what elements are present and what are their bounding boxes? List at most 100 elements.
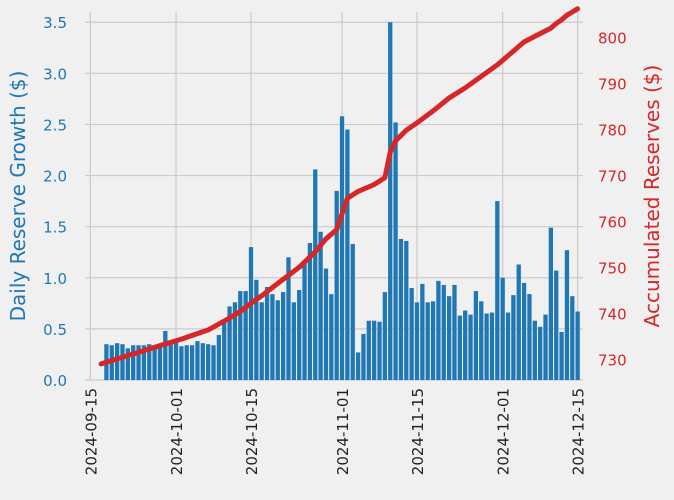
- bar: [248, 247, 254, 380]
- right-y-tick-label: 760: [598, 213, 627, 231]
- bar: [339, 116, 345, 381]
- bar: [189, 345, 195, 380]
- bar: [361, 334, 366, 380]
- left-y-tick-label: 1.0: [43, 270, 67, 288]
- bar: [554, 270, 559, 380]
- x-tick-label: 2024-11-01: [334, 388, 352, 475]
- bar: [463, 310, 468, 380]
- bar: [179, 346, 184, 380]
- bar: [409, 288, 414, 380]
- bar: [425, 302, 430, 380]
- bar: [430, 301, 436, 380]
- bar: [280, 292, 286, 380]
- bar: [441, 284, 446, 380]
- bar: [313, 169, 318, 380]
- bar: [222, 320, 227, 380]
- bar: [270, 294, 275, 380]
- bar: [388, 22, 393, 380]
- x-tick-label: 2024-10-01: [168, 388, 186, 475]
- bar-series: [104, 22, 580, 381]
- bar: [500, 277, 505, 380]
- bar: [206, 344, 211, 380]
- bar: [473, 291, 479, 380]
- bar: [345, 129, 350, 380]
- bar: [527, 294, 532, 380]
- bar: [141, 345, 147, 380]
- bar: [264, 286, 270, 380]
- right-y-tick-label: 790: [598, 75, 627, 93]
- bar: [302, 262, 307, 380]
- bar: [286, 257, 291, 380]
- bar: [484, 313, 489, 380]
- bar: [414, 302, 420, 380]
- x-tick-label: 2024-12-15: [570, 388, 588, 475]
- bar: [232, 302, 238, 380]
- bar: [570, 296, 575, 380]
- bar: [318, 231, 323, 380]
- left-y-tick-labels: 0.0 0.5 1.0 1.5 2.0 2.5 3.0 3.5: [43, 14, 67, 390]
- bar: [398, 238, 404, 380]
- bar: [200, 343, 205, 380]
- right-y-axis-title: Accumulated Reserves ($): [640, 65, 664, 328]
- bar: [479, 301, 484, 380]
- right-y-tick-label: 770: [598, 167, 627, 185]
- bar: [436, 280, 441, 380]
- left-y-tick-label: 2.5: [43, 116, 67, 134]
- bar: [559, 331, 564, 380]
- x-tick-label: 2024-12-01: [495, 388, 513, 475]
- bar: [446, 296, 452, 380]
- accumulated-reserves-line: [98, 6, 581, 367]
- bar: [227, 306, 232, 380]
- bar: [238, 291, 243, 380]
- bar: [452, 284, 457, 380]
- bar: [163, 330, 168, 380]
- bar: [334, 190, 339, 380]
- left-y-tick-label: 1.5: [43, 219, 67, 237]
- bar: [457, 315, 462, 380]
- bar: [564, 250, 570, 380]
- right-y-tick-label: 780: [598, 121, 627, 139]
- x-tick-label: 2024-10-15: [243, 388, 261, 475]
- bar: [216, 335, 222, 380]
- bar: [136, 345, 141, 380]
- bar: [275, 300, 280, 380]
- bar: [131, 345, 136, 380]
- left-y-tick-label: 3.0: [43, 65, 67, 83]
- bar: [516, 264, 521, 380]
- left-y-tick-label: 0.5: [43, 321, 67, 339]
- bar: [297, 290, 302, 380]
- bar: [168, 342, 173, 380]
- bar: [495, 201, 500, 380]
- bar: [254, 279, 259, 380]
- bar: [243, 291, 248, 380]
- bar: [291, 302, 296, 380]
- bar: [382, 292, 388, 380]
- right-y-tick-label: 730: [598, 351, 627, 369]
- bar: [505, 312, 511, 380]
- bar: [489, 312, 495, 380]
- bar: [329, 294, 334, 380]
- right-y-tick-label: 750: [598, 259, 627, 277]
- bar: [372, 320, 377, 380]
- bar: [157, 344, 163, 380]
- bar: [355, 352, 361, 380]
- bar: [548, 227, 554, 380]
- bar: [147, 344, 152, 380]
- bar: [377, 321, 382, 380]
- bar: [366, 320, 371, 380]
- bar: [152, 346, 157, 380]
- right-y-tick-labels: 730 740 750 760 770 780 790 800: [598, 29, 627, 369]
- left-y-tick-label: 2.0: [43, 168, 67, 186]
- bar: [468, 314, 473, 380]
- bar: [575, 311, 580, 380]
- bar: [393, 122, 398, 381]
- bar: [120, 344, 125, 380]
- grid-lines: [85, 12, 583, 381]
- left-y-axis-title: Daily Reserve Growth ($): [6, 71, 30, 322]
- right-y-tick-label: 800: [598, 29, 627, 47]
- x-tick-label: 2024-09-15: [82, 388, 100, 475]
- bar: [211, 345, 216, 380]
- bar: [521, 282, 527, 380]
- left-y-tick-label: 3.5: [43, 14, 67, 32]
